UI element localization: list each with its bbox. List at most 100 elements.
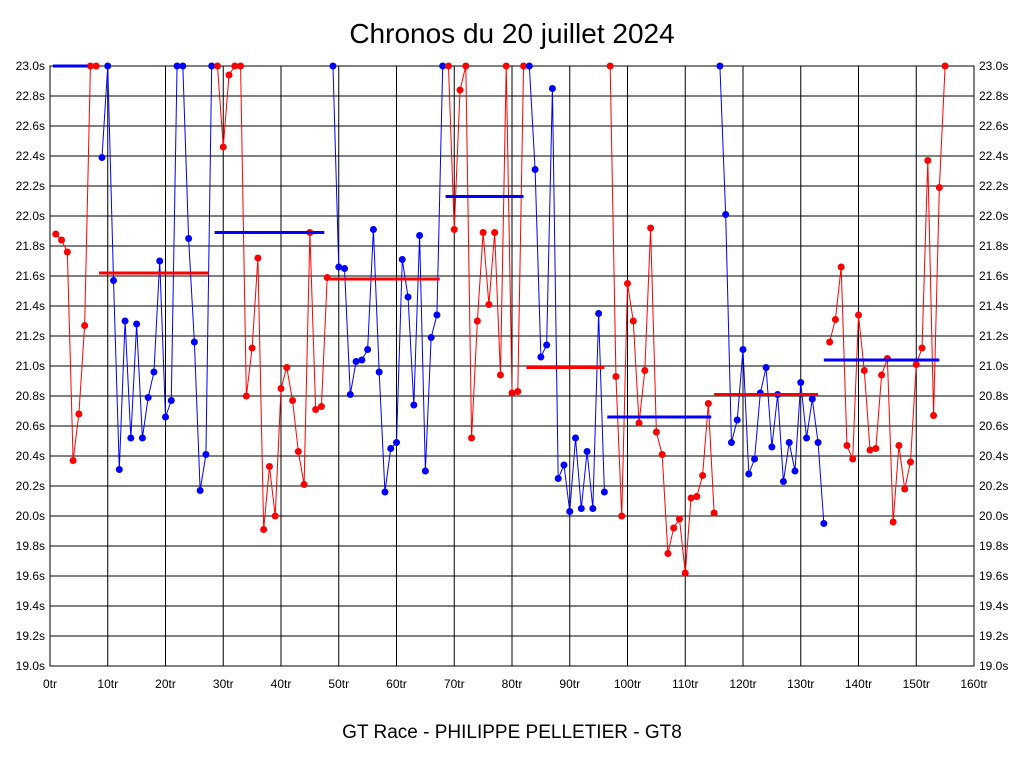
data-point [381,488,389,496]
x-tick-label: 90tr [559,677,580,691]
data-point [831,316,839,323]
data-point [855,311,862,319]
data-point [479,229,487,236]
x-tick-label: 160tr [960,677,987,691]
x-tick-label: 80tr [502,677,523,691]
series-manche-6 [525,62,608,515]
data-point [710,509,718,517]
data-point [733,416,741,424]
series-manche-1 [52,62,100,464]
data-point [156,257,164,265]
x-tick-label: 110tr [672,677,698,691]
y-tick-label-right: 22.2s [979,179,1008,193]
data-point [918,344,926,352]
y-tick-label-right: 20.8s [979,389,1008,403]
data-point [58,236,66,244]
x-tick-label: 30tr [213,677,234,691]
x-tick-label: 0tr [43,677,57,691]
y-tick-label-left: 22.6s [16,119,45,133]
data-point [300,481,308,488]
data-point [785,439,793,446]
mean-lines [52,64,940,419]
data-point [444,62,452,70]
y-tick-label-right: 19.6s [979,569,1008,583]
data-point [727,439,735,446]
data-point [450,226,458,233]
x-tick-label: 60tr [386,677,407,691]
data-point [912,361,920,368]
data-point [635,419,643,427]
data-point [618,512,626,520]
data-point [179,62,187,70]
data-point [641,367,649,374]
x-tick-label: 70tr [444,677,465,691]
data-point [323,274,331,281]
data-point [346,391,354,398]
data-point [577,505,585,512]
data-point [872,445,880,452]
data-point [110,277,118,284]
data-point [133,320,141,328]
data-point [92,62,100,70]
data-point [722,211,730,218]
data-point [739,346,747,353]
x-tick-label: 140tr [845,677,872,691]
y-tick-label-right: 19.4s [979,599,1008,613]
data-point [560,461,568,469]
data-point [624,280,631,287]
y-tick-label-right: 19.8s [979,539,1008,553]
y-tick-label-right: 21.0s [979,359,1008,373]
data-point [439,62,447,70]
y-tick-label-right: 22.0s [979,209,1008,223]
data-point [364,346,372,353]
data-point [358,356,366,364]
data-point [612,373,620,380]
data-point [554,475,562,482]
y-tick-label-left: 19.6s [16,569,45,583]
data-point [271,512,279,520]
data-point [115,466,123,473]
axes [49,65,975,667]
data-point [508,389,516,397]
data-point [600,488,608,496]
series-manche-7 [606,62,718,577]
series-line [55,65,97,461]
plot-frame [49,65,975,667]
data-point [930,412,938,419]
data-point [254,254,262,262]
data-point [294,448,302,455]
y-tick-label-right: 22.4s [979,149,1008,163]
data-point [779,478,787,485]
y-tick-label-left: 22.8s [16,89,45,103]
data-point [219,143,227,151]
data-point [687,494,695,502]
y-tick-label-right: 20.6s [979,419,1008,433]
y-tick-label-left: 20.0s [16,509,45,523]
y-tick-label-left: 20.6s [16,419,45,433]
data-point [606,62,614,70]
x-axis: 0tr 10tr 20tr 30tr 40tr 50tr 60tr 70tr 80tr 90tr 1… [43,677,988,691]
data-point [658,451,666,458]
data-point [664,550,672,557]
data-point [837,263,845,271]
x-tick-label: 120tr [729,677,756,691]
data-point [860,367,868,374]
data-point [572,434,580,442]
y-tick-label-left: 21.0s [16,359,45,373]
y-tick-label-right: 20.2s [979,479,1008,493]
data-point [404,293,412,301]
data-point [98,154,106,161]
y-tick-label-left: 20.2s [16,479,45,493]
data-point [173,62,181,70]
data-point [421,467,429,475]
data-point [704,400,712,407]
data-point [583,448,591,455]
data-point [924,157,932,164]
data-point [329,62,337,70]
data-point [797,379,805,386]
y-axis-right: 19.0s 19.2s 19.4s 19.6s 19.8s 20.0s 20.2s 20.4s… [979,59,1008,673]
data-point [283,364,291,371]
data-point [196,487,204,494]
data-point [242,392,250,400]
x-tick-label: 150tr [903,677,930,691]
